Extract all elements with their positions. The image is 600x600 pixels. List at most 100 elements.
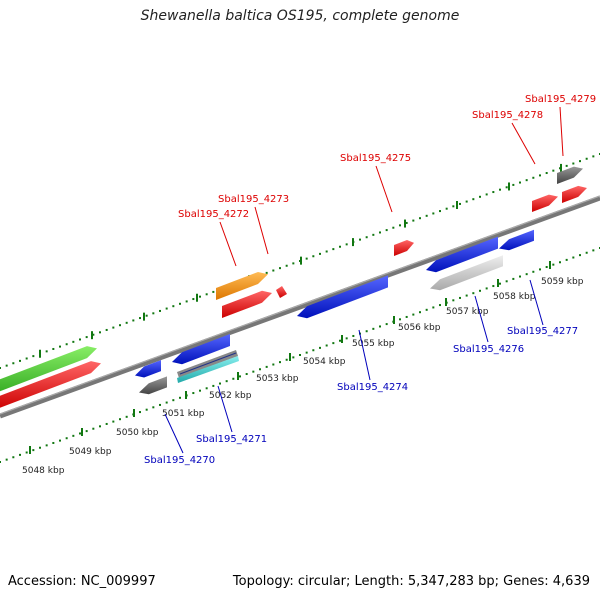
label-track: Sbal195_4272 Sbal195_4273 Sbal195_4275 Sbal… bbox=[144, 94, 596, 466]
forward-dotted-track bbox=[125, 321, 128, 324]
forward-dotted-track bbox=[12, 362, 15, 365]
feature-small-red-arrow bbox=[276, 286, 287, 298]
forward-gene-label: Sbal195_4278 bbox=[472, 110, 543, 121]
feature-green-arrow bbox=[0, 346, 97, 392]
feature-sbal195-4278-arrow bbox=[532, 194, 558, 212]
forward-dotted-track bbox=[479, 195, 481, 198]
forward-dotted-track bbox=[265, 271, 268, 274]
forward-dotted-track bbox=[92, 333, 95, 336]
forward-gene-label: Sbal195_4272 bbox=[178, 209, 249, 220]
forward-dotted-track bbox=[19, 359, 21, 362]
reverse-dotted-track bbox=[432, 306, 435, 309]
forward-dotted-track bbox=[545, 172, 548, 175]
reverse-dotted-track bbox=[199, 389, 201, 392]
reverse-dotted-track bbox=[399, 318, 401, 321]
forward-dotted-track bbox=[359, 238, 361, 241]
forward-dotted-track bbox=[305, 257, 308, 260]
forward-label-leader bbox=[511, 122, 536, 165]
forward-dotted-track bbox=[472, 198, 475, 201]
feature-red-arrow-4280 bbox=[562, 185, 587, 203]
forward-gene-label: Sbal195_4279 bbox=[525, 94, 596, 105]
reverse-dotted-track bbox=[179, 396, 181, 399]
reverse-dotted-track bbox=[319, 346, 321, 349]
reverse-dotted-track bbox=[159, 403, 161, 406]
forward-dotted-track bbox=[312, 255, 315, 258]
reverse-dotted-track bbox=[39, 446, 41, 449]
reverse-dotted-track bbox=[292, 356, 295, 359]
forward-dotted-track bbox=[85, 336, 88, 339]
reverse-dotted-track bbox=[499, 282, 501, 285]
reverse-dotted-track bbox=[192, 392, 195, 395]
feature-track bbox=[0, 166, 587, 408]
reverse-dotted-track bbox=[419, 311, 421, 314]
forward-dotted-track bbox=[132, 319, 135, 322]
kbp-label: 5052 kbp bbox=[209, 391, 252, 401]
feature-blue-rev-arrow bbox=[426, 236, 498, 273]
forward-dotted-track bbox=[485, 193, 488, 196]
reverse-dotted-track bbox=[379, 325, 381, 328]
reverse-dotted-track bbox=[32, 449, 35, 452]
forward-dotted-track bbox=[425, 214, 428, 217]
forward-dotted-track bbox=[65, 343, 68, 346]
reverse-dotted-track bbox=[299, 354, 301, 356]
forward-dotted-track bbox=[292, 262, 295, 265]
forward-dotted-track bbox=[112, 326, 115, 329]
forward-dotted-track bbox=[539, 174, 541, 177]
forward-dotted-track bbox=[279, 267, 281, 270]
forward-dotted-track bbox=[79, 338, 81, 341]
feature-sbal195-4270-arrow bbox=[135, 360, 161, 378]
reverse-label-leader bbox=[164, 413, 184, 454]
forward-dotted-track bbox=[345, 243, 348, 246]
forward-dotted-track bbox=[272, 269, 275, 272]
reverse-gene-label: Sbal195_4277 bbox=[507, 326, 578, 337]
forward-dotted-track bbox=[439, 210, 441, 213]
feature-red-arrow bbox=[0, 361, 101, 408]
forward-dotted-track bbox=[285, 264, 288, 267]
forward-dotted-track bbox=[459, 202, 461, 205]
forward-dotted-track bbox=[432, 212, 435, 215]
reverse-dotted-track bbox=[265, 365, 268, 368]
forward-dotted-track bbox=[565, 164, 568, 167]
forward-dotted-track bbox=[139, 317, 141, 320]
forward-gene-label: Sbal195_4275 bbox=[340, 153, 411, 164]
reverse-dotted-track bbox=[252, 370, 255, 373]
forward-dotted-track bbox=[372, 233, 375, 236]
forward-dotted-track bbox=[325, 250, 328, 253]
reverse-dotted-track bbox=[485, 287, 488, 290]
forward-dotted-track bbox=[519, 181, 521, 184]
reverse-dotted-track bbox=[492, 285, 495, 288]
forward-dotted-track bbox=[199, 295, 201, 298]
reverse-dotted-track bbox=[339, 339, 341, 342]
feature-sbal195-4279-arrow bbox=[557, 166, 583, 184]
forward-dotted-track bbox=[152, 312, 155, 315]
reverse-dotted-track bbox=[19, 453, 21, 456]
forward-dotted-track bbox=[512, 183, 515, 186]
reverse-dotted-track bbox=[305, 351, 308, 354]
reverse-dotted-track bbox=[65, 437, 68, 440]
forward-dotted-track bbox=[385, 229, 388, 232]
feature-sbal195-4271-arrow bbox=[172, 333, 230, 365]
reverse-gene-label: Sbal195_4270 bbox=[144, 455, 215, 466]
reverse-dotted-track bbox=[205, 387, 208, 390]
feature-sbal195-4276-arrow bbox=[430, 255, 503, 291]
kbp-label: 5057 kbp bbox=[446, 307, 489, 317]
forward-dotted-track bbox=[159, 309, 161, 312]
reverse-dotted-track bbox=[385, 323, 388, 326]
forward-dotted-track bbox=[532, 176, 535, 179]
reverse-dotted-track bbox=[279, 361, 281, 364]
reverse-dotted-track bbox=[245, 373, 248, 376]
forward-dotted-track bbox=[119, 324, 121, 327]
forward-dotted-track bbox=[0, 367, 1, 369]
reverse-dotted-track bbox=[365, 330, 368, 333]
feature-cyan-block bbox=[177, 356, 239, 383]
genome-backbone bbox=[0, 195, 600, 419]
forward-dotted-track bbox=[165, 307, 168, 310]
kbp-label: 5053 kbp bbox=[256, 374, 299, 384]
feature-sbal195-4273-arrow bbox=[222, 290, 272, 318]
forward-dotted-track bbox=[579, 160, 581, 163]
kbp-label: 5048 kbp bbox=[22, 466, 65, 476]
reverse-dotted-track bbox=[545, 266, 548, 269]
forward-dotted-track bbox=[492, 191, 495, 194]
forward-dotted-track bbox=[365, 236, 368, 239]
forward-dotted-track bbox=[5, 364, 8, 367]
